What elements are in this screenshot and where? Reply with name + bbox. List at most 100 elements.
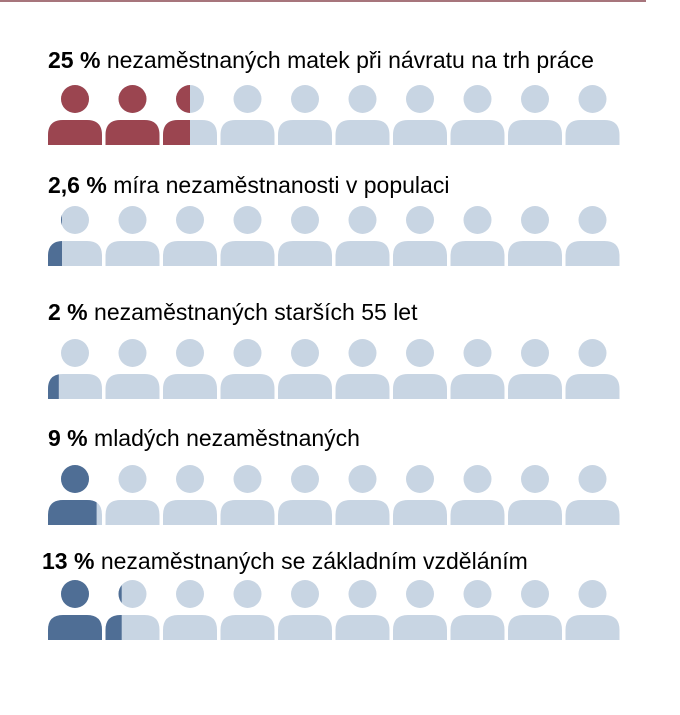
person-body: [508, 374, 562, 399]
description-text: míra nezaměstnanosti v populaci: [113, 172, 450, 198]
person-body: [393, 374, 447, 399]
row-label: 25 % nezaměstnaných matek při návratu na…: [48, 46, 594, 74]
person-icon: [450, 206, 505, 266]
person-head: [348, 85, 377, 113]
person-body: [565, 241, 620, 266]
row-label: 13 % nezaměstnaných se základním vzdělán…: [42, 547, 528, 575]
person-icon: [278, 580, 332, 640]
person-body: [163, 241, 217, 266]
person-head: [291, 465, 319, 493]
pictogram-svg: [48, 465, 620, 525]
percent-label: 9 %: [48, 425, 88, 451]
person-body: [393, 615, 447, 640]
person-body: [565, 615, 620, 640]
person-head: [463, 465, 492, 493]
person-head: [61, 465, 89, 493]
person-body: [335, 120, 390, 145]
person-body: [278, 500, 332, 525]
person-icons: [48, 204, 648, 268]
person-head: [61, 214, 63, 226]
person-head: [521, 580, 549, 608]
person-body: [220, 500, 275, 525]
person-head: [291, 580, 319, 608]
person-head: [348, 206, 377, 234]
person-icon: [220, 85, 275, 145]
person-body: [278, 241, 332, 266]
person-body: [48, 120, 102, 145]
pictogram-svg: [48, 339, 620, 399]
person-icon: [508, 206, 562, 266]
person-icon: [48, 580, 102, 640]
person-icon: [450, 465, 505, 525]
row-label: 2,6 % míra nezaměstnanosti v populaci: [48, 171, 449, 199]
person-body: [393, 120, 447, 145]
person-head: [578, 85, 607, 113]
person-body: [48, 374, 102, 399]
person-icon: [393, 206, 447, 266]
person-icon: [335, 206, 390, 266]
person-head: [233, 206, 262, 234]
person-icon: [105, 85, 160, 145]
person-icon: [163, 85, 217, 145]
person-body: [105, 500, 160, 525]
person-body: [163, 615, 217, 640]
person-icons: [48, 83, 648, 147]
person-head: [176, 339, 204, 367]
person-body: [335, 500, 390, 525]
person-body: [278, 120, 332, 145]
percent-label: 2,6 %: [48, 172, 107, 198]
person-icon: [508, 465, 562, 525]
person-icon: [335, 465, 390, 525]
person-body: [335, 241, 390, 266]
person-body: [163, 120, 190, 145]
description-text: nezaměstnaných starších 55 let: [94, 299, 418, 325]
person-icon: [565, 580, 620, 640]
person-icon: [450, 580, 505, 640]
person-icons: [48, 337, 648, 401]
person-head: [578, 580, 607, 608]
person-head: [463, 580, 492, 608]
person-body: [508, 120, 562, 145]
person-icon: [48, 465, 102, 525]
person-icon: [220, 465, 275, 525]
person-body: [105, 374, 160, 399]
percent-label: 2 %: [48, 299, 88, 325]
person-body: [220, 615, 275, 640]
description-text: nezaměstnaných se základním vzděláním: [100, 548, 528, 574]
person-icon: [565, 465, 620, 525]
person-body: [508, 241, 562, 266]
person-body: [48, 241, 63, 266]
person-icon: [163, 580, 217, 640]
person-icon: [508, 339, 562, 399]
person-head: [118, 580, 147, 608]
pictogram-svg: [48, 206, 620, 266]
person-body: [220, 241, 275, 266]
person-icon: [450, 85, 505, 145]
person-icon: [335, 339, 390, 399]
person-head: [176, 206, 204, 234]
person-body: [450, 120, 505, 145]
person-body: [450, 374, 505, 399]
person-icon: [393, 339, 447, 399]
person-body: [105, 120, 160, 145]
person-icon-filled: [105, 85, 160, 145]
person-icon: [220, 339, 275, 399]
person-icon-filled: [48, 85, 102, 145]
person-head: [118, 206, 147, 234]
person-head: [578, 206, 607, 234]
person-head: [233, 465, 262, 493]
person-icon-filled: [48, 465, 97, 525]
top-divider: [0, 0, 646, 2]
person-icon: [105, 206, 160, 266]
person-body: [450, 615, 505, 640]
pictogram-svg: [48, 580, 620, 640]
percent-label: 13 %: [42, 548, 95, 574]
pictogram-svg: [48, 85, 620, 145]
description-text: mladých nezaměstnaných: [94, 425, 360, 451]
person-body: [105, 615, 122, 640]
person-body: [565, 120, 620, 145]
person-icon-filled: [163, 85, 190, 145]
person-icon: [163, 206, 217, 266]
person-icon: [393, 465, 447, 525]
